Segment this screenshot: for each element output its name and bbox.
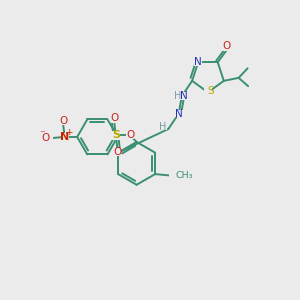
Bar [126,132,134,139]
Bar [169,171,182,180]
Bar [61,133,69,141]
Text: O: O [113,147,122,158]
Bar [114,148,121,156]
Bar [204,87,212,95]
Text: O: O [110,113,118,124]
Bar [223,44,230,51]
Text: ⁻: ⁻ [39,129,45,139]
Text: O: O [42,133,50,143]
Text: O: O [222,41,230,52]
Bar [175,92,188,100]
Text: N: N [194,57,202,67]
Text: S: S [112,130,120,140]
Text: O: O [59,116,67,126]
Bar [194,58,202,66]
Bar [60,117,67,125]
Text: S: S [207,86,214,96]
Bar [159,123,167,130]
Text: CH₃: CH₃ [176,171,194,180]
Text: N: N [175,109,183,118]
Bar [111,115,118,123]
Bar [111,131,120,140]
Text: H: H [159,122,167,132]
Text: N: N [180,91,188,101]
Text: N: N [60,132,69,142]
Text: H: H [174,91,182,101]
Bar [40,134,53,142]
Bar [175,110,183,117]
Text: +: + [65,128,73,137]
Text: O: O [126,130,134,140]
